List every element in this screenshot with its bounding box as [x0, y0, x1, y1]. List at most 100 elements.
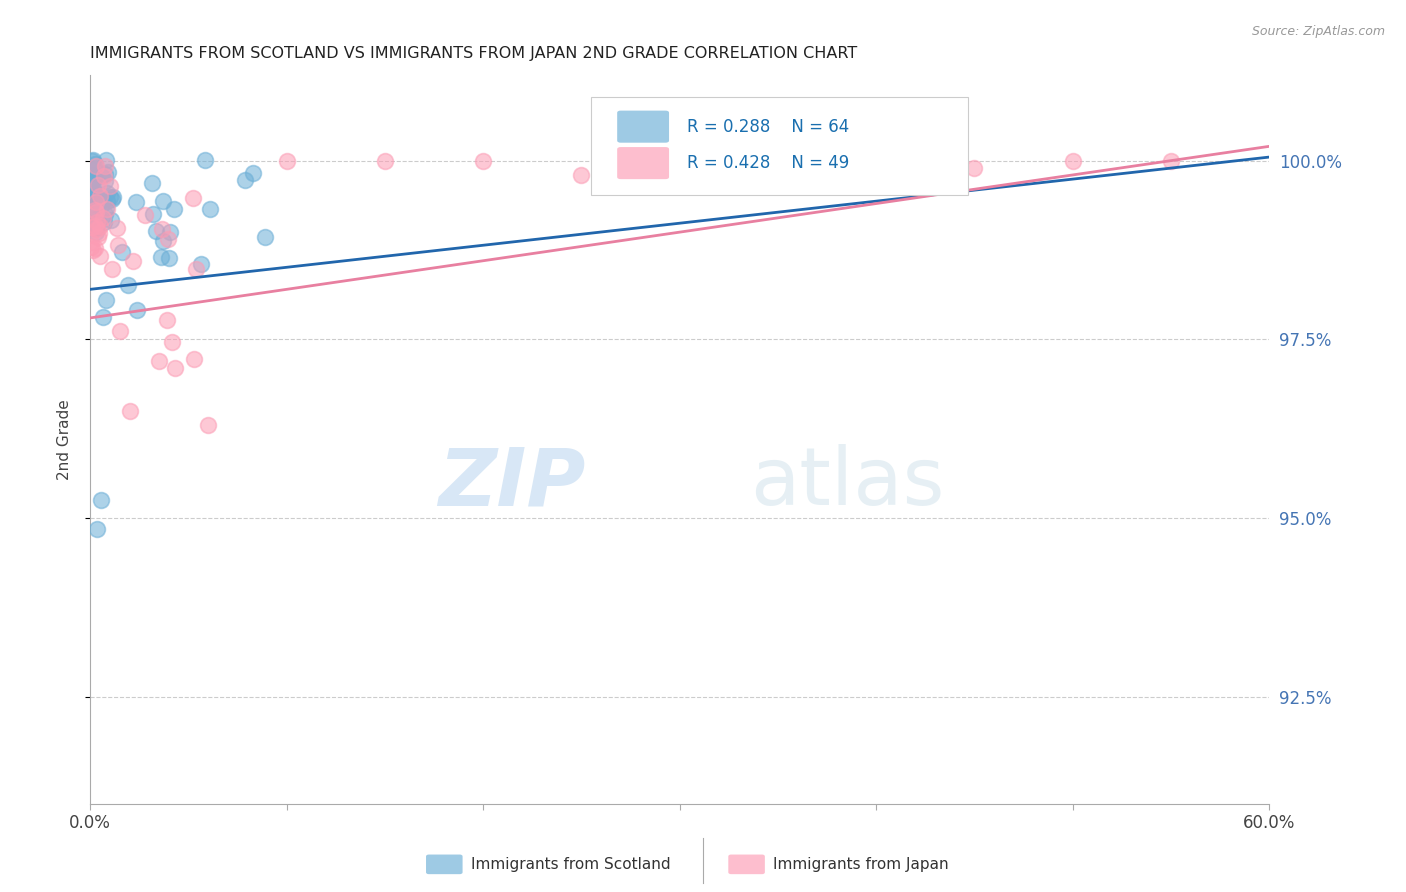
Point	[1062, 153, 1084, 168]
Point	[89, 219, 111, 233]
Point	[96, 201, 118, 215]
Point	[121, 254, 143, 268]
Text: R = 0.288    N = 64: R = 0.288 N = 64	[686, 118, 849, 136]
Point	[83, 157, 105, 171]
Point	[93, 169, 115, 183]
Point	[105, 221, 128, 235]
Point	[86, 218, 108, 232]
Point	[134, 208, 156, 222]
Point	[87, 194, 110, 208]
Point	[242, 166, 264, 180]
Point	[98, 190, 121, 204]
Point	[86, 522, 108, 536]
Point	[93, 215, 115, 229]
Point	[86, 215, 108, 229]
Point	[83, 241, 105, 255]
Point	[148, 353, 170, 368]
FancyBboxPatch shape	[617, 111, 669, 143]
Point	[101, 190, 124, 204]
Point	[83, 202, 105, 216]
Point	[96, 202, 118, 216]
Point	[91, 192, 114, 206]
Point	[91, 211, 114, 225]
Point	[127, 303, 149, 318]
Point	[96, 153, 118, 167]
Point	[83, 219, 105, 233]
Point	[200, 202, 222, 216]
Point	[98, 179, 121, 194]
Point	[90, 199, 112, 213]
Point	[84, 205, 107, 219]
Y-axis label: 2nd Grade: 2nd Grade	[58, 399, 72, 480]
Point	[184, 261, 207, 276]
Point	[82, 173, 104, 187]
Point	[96, 194, 118, 209]
Point	[152, 234, 174, 248]
Point	[89, 189, 111, 203]
Point	[90, 493, 112, 508]
Text: ZIP: ZIP	[439, 444, 585, 522]
Point	[183, 351, 205, 366]
Point	[197, 418, 219, 433]
Point	[94, 293, 117, 307]
Point	[865, 153, 887, 168]
Point	[79, 178, 101, 192]
Point	[183, 191, 205, 205]
Point	[84, 203, 107, 218]
Point	[84, 202, 107, 217]
Point	[100, 193, 122, 207]
Point	[84, 225, 107, 239]
Point	[163, 202, 186, 217]
Point	[233, 172, 256, 186]
Point	[89, 249, 111, 263]
Point	[87, 230, 110, 244]
Point	[100, 212, 122, 227]
Point	[157, 251, 180, 265]
Point	[118, 404, 141, 418]
Point	[89, 226, 111, 240]
Point	[89, 194, 111, 208]
Point	[93, 167, 115, 181]
Point	[1160, 153, 1182, 168]
Point	[86, 221, 108, 235]
Point	[84, 186, 107, 200]
Point	[94, 207, 117, 221]
Point	[374, 153, 396, 168]
Text: atlas: atlas	[751, 444, 945, 522]
Text: Immigrants from Scotland: Immigrants from Scotland	[471, 857, 671, 871]
Point	[145, 224, 167, 238]
Point	[108, 324, 131, 338]
Point	[142, 207, 165, 221]
Point	[96, 186, 118, 200]
Point	[571, 168, 593, 182]
Text: IMMIGRANTS FROM SCOTLAND VS IMMIGRANTS FROM JAPAN 2ND GRADE CORRELATION CHART: IMMIGRANTS FROM SCOTLAND VS IMMIGRANTS F…	[90, 46, 858, 62]
Point	[668, 153, 690, 168]
Point	[79, 239, 101, 253]
Point	[963, 161, 986, 175]
Point	[100, 262, 122, 277]
Text: R = 0.428    N = 49: R = 0.428 N = 49	[686, 154, 849, 172]
Point	[150, 250, 173, 264]
Point	[79, 193, 101, 207]
Point	[254, 230, 277, 244]
Point	[86, 159, 108, 173]
Point	[111, 244, 134, 259]
Point	[82, 153, 104, 168]
Point	[80, 154, 103, 169]
Point	[472, 153, 495, 168]
Point	[163, 361, 186, 376]
Point	[83, 169, 105, 184]
Point	[82, 180, 104, 194]
Point	[93, 174, 115, 188]
Point	[79, 211, 101, 226]
Point	[80, 172, 103, 186]
Point	[150, 221, 173, 235]
Point	[155, 313, 177, 327]
Point	[141, 176, 163, 190]
Point	[190, 257, 212, 271]
Point	[125, 194, 148, 209]
Point	[82, 219, 104, 234]
Text: Source: ZipAtlas.com: Source: ZipAtlas.com	[1251, 25, 1385, 38]
Point	[80, 202, 103, 216]
Point	[152, 194, 174, 208]
